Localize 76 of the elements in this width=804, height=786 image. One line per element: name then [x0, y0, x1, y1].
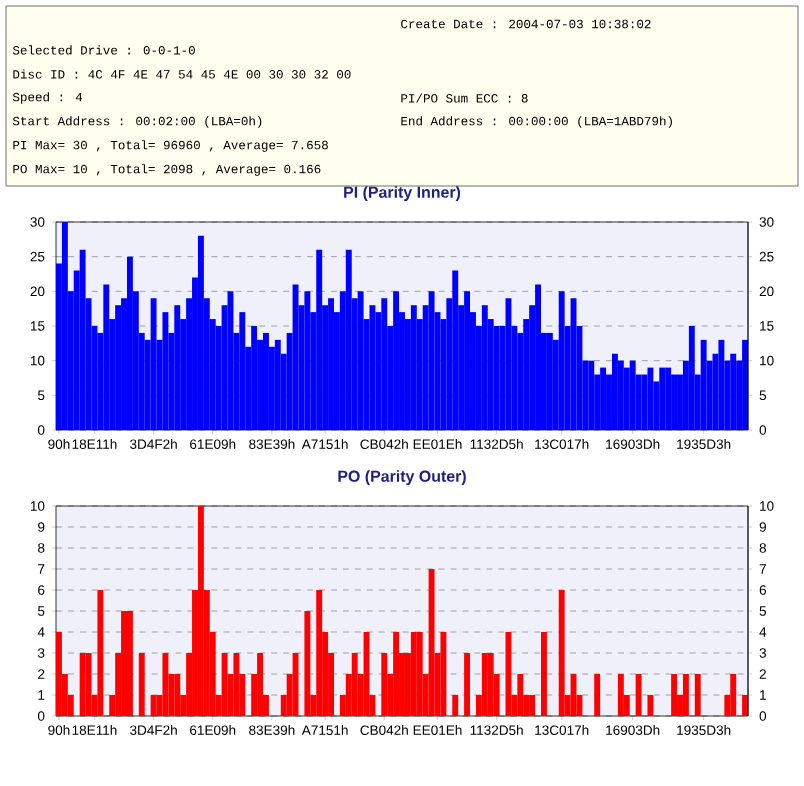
bar [174, 305, 181, 430]
bar [162, 653, 169, 716]
bar [647, 367, 654, 430]
bar [517, 674, 524, 716]
bar [79, 653, 86, 716]
bar [351, 653, 358, 716]
bar [410, 632, 417, 716]
bar [316, 590, 323, 716]
bar [381, 653, 388, 716]
bar [611, 353, 618, 430]
bar [369, 305, 376, 430]
bar [440, 632, 447, 716]
bar [694, 674, 701, 716]
bar [671, 674, 678, 716]
bar [162, 312, 169, 430]
bar [718, 339, 725, 430]
bar [481, 305, 488, 430]
bar [174, 674, 181, 716]
bar [452, 695, 459, 716]
bar [428, 291, 435, 430]
bar [126, 611, 133, 716]
bar [688, 326, 695, 430]
bar [274, 339, 281, 430]
bar [221, 653, 228, 716]
bar [197, 235, 204, 430]
bar [682, 674, 689, 716]
bar [79, 249, 86, 430]
bar [251, 326, 258, 430]
bar [138, 653, 145, 716]
bar [428, 569, 435, 716]
bar [61, 222, 68, 430]
bar [594, 674, 601, 716]
bar [493, 326, 500, 430]
bar [103, 284, 110, 430]
bar [239, 312, 246, 430]
bar [257, 653, 264, 716]
bar [150, 695, 157, 716]
bar [588, 360, 595, 430]
bar [700, 339, 707, 430]
bar [345, 249, 352, 430]
bar [535, 284, 541, 430]
bar [316, 249, 323, 430]
bar [410, 305, 417, 430]
bar [452, 270, 459, 430]
bar [464, 653, 471, 716]
bar [381, 298, 388, 430]
bar [97, 590, 104, 716]
bar [416, 632, 423, 716]
bar [546, 332, 553, 430]
bar [487, 653, 494, 716]
bar [529, 695, 536, 716]
bar [304, 291, 311, 430]
bar [56, 632, 62, 716]
bar [617, 360, 624, 430]
bar [393, 632, 400, 716]
bar [292, 284, 299, 430]
bar [481, 653, 488, 716]
bar [617, 674, 624, 716]
bar [197, 506, 204, 716]
bar [292, 653, 299, 716]
bar [150, 298, 157, 430]
bar [233, 653, 240, 716]
bar [665, 367, 672, 430]
bar [730, 353, 737, 430]
bar [558, 291, 565, 430]
bar [659, 367, 666, 430]
bar [635, 674, 642, 716]
bar [623, 367, 630, 430]
bar [647, 695, 654, 716]
bar [121, 611, 127, 716]
bar [304, 611, 311, 716]
bar [357, 291, 364, 430]
bar [629, 360, 636, 430]
bar [558, 590, 565, 716]
bar [730, 674, 737, 716]
bar [541, 632, 547, 716]
